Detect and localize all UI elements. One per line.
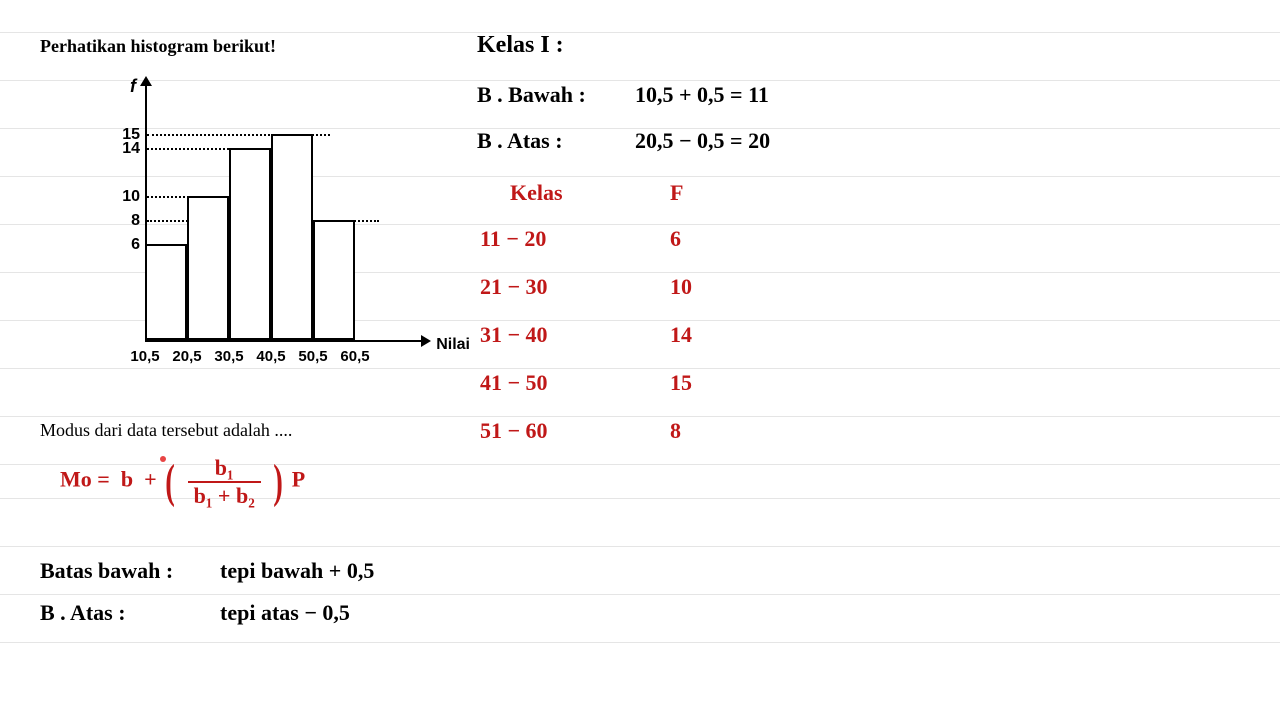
table-f-cell: 6 (670, 226, 681, 252)
col-kelas-header: Kelas (510, 180, 563, 206)
histogram-bar (187, 196, 229, 340)
modus-question: Modus dari data tersebut adalah .... (40, 420, 292, 441)
paren-left-icon: ( (165, 454, 175, 509)
x-tick: 30,5 (214, 348, 243, 365)
table-kelas-cell: 51 − 60 (480, 418, 548, 444)
note-batas-value: tepi atas − 0,5 (220, 600, 350, 626)
formula-denominator: b₁ + b₂ (188, 481, 261, 509)
bbawah-label: B . Bawah : (477, 82, 586, 108)
batas-value: 20,5 − 0,5 = 20 (635, 128, 770, 154)
y-tick: 6 (112, 236, 140, 254)
x-axis-label: Nilai (436, 336, 470, 354)
x-axis (145, 340, 425, 342)
modus-formula: Mo = b + ( b₁ b₁ + b₂ ) P (60, 454, 305, 509)
formula-numerator: b₁ (188, 455, 261, 481)
kelas-heading: Kelas I : (477, 32, 564, 59)
formula-lhs: Mo = (60, 467, 110, 492)
x-tick: 10,5 (130, 348, 159, 365)
table-f-cell: 15 (670, 370, 692, 396)
x-tick: 60,5 (340, 348, 369, 365)
table-f-cell: 8 (670, 418, 681, 444)
table-kelas-cell: 21 − 30 (480, 274, 548, 300)
y-tick: 10 (112, 188, 140, 206)
table-kelas-cell: 11 − 20 (480, 226, 546, 252)
note-batas-label: B . Atas : (40, 600, 126, 626)
y-tick: 14 (112, 140, 140, 158)
col-f-header: F (670, 180, 683, 206)
histogram-bar (313, 220, 355, 340)
table-f-cell: 14 (670, 322, 692, 348)
note-bbawah-label: Batas bawah : (40, 558, 173, 584)
arrow-up-icon (140, 76, 152, 86)
paren-right-icon: ) (273, 454, 283, 509)
formula-b: b (121, 467, 133, 492)
y-axis-label: f (130, 76, 136, 97)
histogram-bar (229, 148, 271, 340)
note-bbawah-value: tepi bawah + 0,5 (220, 558, 374, 584)
histogram-bar (145, 244, 187, 340)
arrow-right-icon (421, 335, 431, 347)
x-tick: 50,5 (298, 348, 327, 365)
table-f-cell: 10 (670, 274, 692, 300)
batas-label: B . Atas : (477, 128, 563, 154)
question-title: Perhatikan histogram berikut! (40, 36, 276, 57)
histogram-chart: f Nilai 15141086 10,520,530,540,550,560,… (115, 82, 425, 357)
bbawah-value: 10,5 + 0,5 = 11 (635, 82, 769, 108)
y-tick: 8 (112, 212, 140, 230)
x-tick: 40,5 (256, 348, 285, 365)
table-kelas-cell: 31 − 40 (480, 322, 548, 348)
formula-fraction: b₁ b₁ + b₂ (188, 455, 261, 509)
formula-p: P (292, 467, 305, 492)
x-tick: 20,5 (172, 348, 201, 365)
histogram-bar (271, 134, 313, 340)
table-kelas-cell: 41 − 50 (480, 370, 548, 396)
formula-plus: + (144, 467, 157, 492)
